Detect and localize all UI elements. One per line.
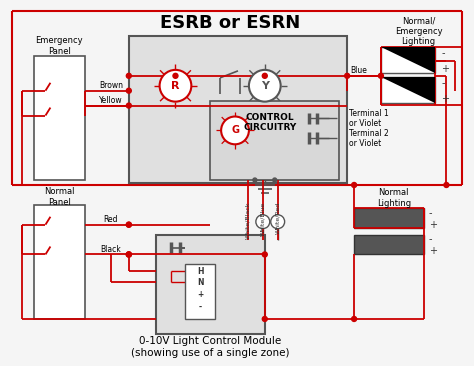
Circle shape — [173, 73, 178, 78]
Text: +: + — [197, 290, 203, 299]
Text: Terminal 1
or Violet: Terminal 1 or Violet — [349, 109, 389, 128]
Circle shape — [345, 73, 350, 78]
Bar — [129, 36, 347, 183]
Text: G: G — [231, 126, 239, 135]
Text: +: + — [428, 246, 437, 257]
Circle shape — [352, 317, 356, 321]
Text: Normal
Lighting: Normal Lighting — [377, 188, 411, 208]
Circle shape — [444, 183, 449, 187]
Circle shape — [127, 252, 131, 257]
Circle shape — [160, 70, 191, 102]
Bar — [155, 235, 265, 334]
Text: Y: Y — [261, 81, 269, 91]
Text: Red: Red — [104, 215, 118, 224]
Bar — [185, 264, 215, 319]
Bar — [381, 77, 436, 102]
Text: Normal/
Emergency
Lighting: Normal/ Emergency Lighting — [395, 16, 442, 46]
Text: N: N — [197, 278, 203, 287]
Bar — [354, 235, 424, 254]
Text: Yellow: Yellow — [99, 96, 123, 105]
Text: +: + — [441, 64, 449, 74]
Circle shape — [127, 88, 131, 93]
Circle shape — [127, 252, 131, 257]
Text: H: H — [197, 267, 203, 276]
Text: Terminal 2
or Violet: Terminal 2 or Violet — [349, 128, 389, 148]
Text: 0-10V Light Control Module
(showing use of a single zone): 0-10V Light Control Module (showing use … — [131, 336, 290, 358]
Bar — [381, 47, 436, 73]
Circle shape — [127, 73, 131, 78]
Text: White/Red: White/Red — [275, 202, 280, 234]
Polygon shape — [381, 77, 436, 102]
Bar — [34, 205, 85, 319]
Circle shape — [378, 73, 383, 78]
Bar — [34, 56, 85, 180]
Text: R: R — [171, 81, 180, 91]
Polygon shape — [381, 47, 436, 73]
Text: -: - — [441, 48, 445, 58]
Circle shape — [352, 183, 356, 187]
Circle shape — [127, 252, 131, 257]
Text: CONTROL
CIRCUITRY: CONTROL CIRCUITRY — [243, 113, 296, 132]
Text: +: + — [428, 220, 437, 230]
Bar — [354, 208, 424, 228]
Circle shape — [127, 222, 131, 227]
Text: -: - — [428, 208, 432, 218]
Text: Brown: Brown — [99, 81, 123, 90]
Circle shape — [256, 215, 270, 229]
Text: +: + — [441, 94, 449, 104]
Circle shape — [262, 317, 267, 321]
Circle shape — [221, 116, 249, 144]
Text: White/Blue: White/Blue — [260, 202, 265, 236]
Circle shape — [271, 215, 284, 229]
Circle shape — [127, 222, 131, 227]
Text: White/Black: White/Black — [246, 202, 250, 239]
Text: Blue: Blue — [351, 66, 367, 75]
Circle shape — [127, 103, 131, 108]
Circle shape — [273, 178, 277, 182]
Text: -: - — [199, 303, 202, 311]
Circle shape — [262, 73, 267, 78]
Bar — [210, 101, 339, 180]
Text: Normal
Panel: Normal Panel — [44, 187, 74, 206]
Text: Black: Black — [100, 245, 121, 254]
Text: -: - — [428, 235, 432, 244]
Circle shape — [262, 252, 267, 257]
Text: -: - — [441, 78, 445, 88]
Text: Emergency
Panel: Emergency Panel — [36, 36, 83, 56]
Circle shape — [249, 70, 281, 102]
Circle shape — [253, 178, 257, 182]
Text: ESRB or ESRN: ESRB or ESRN — [160, 14, 300, 32]
